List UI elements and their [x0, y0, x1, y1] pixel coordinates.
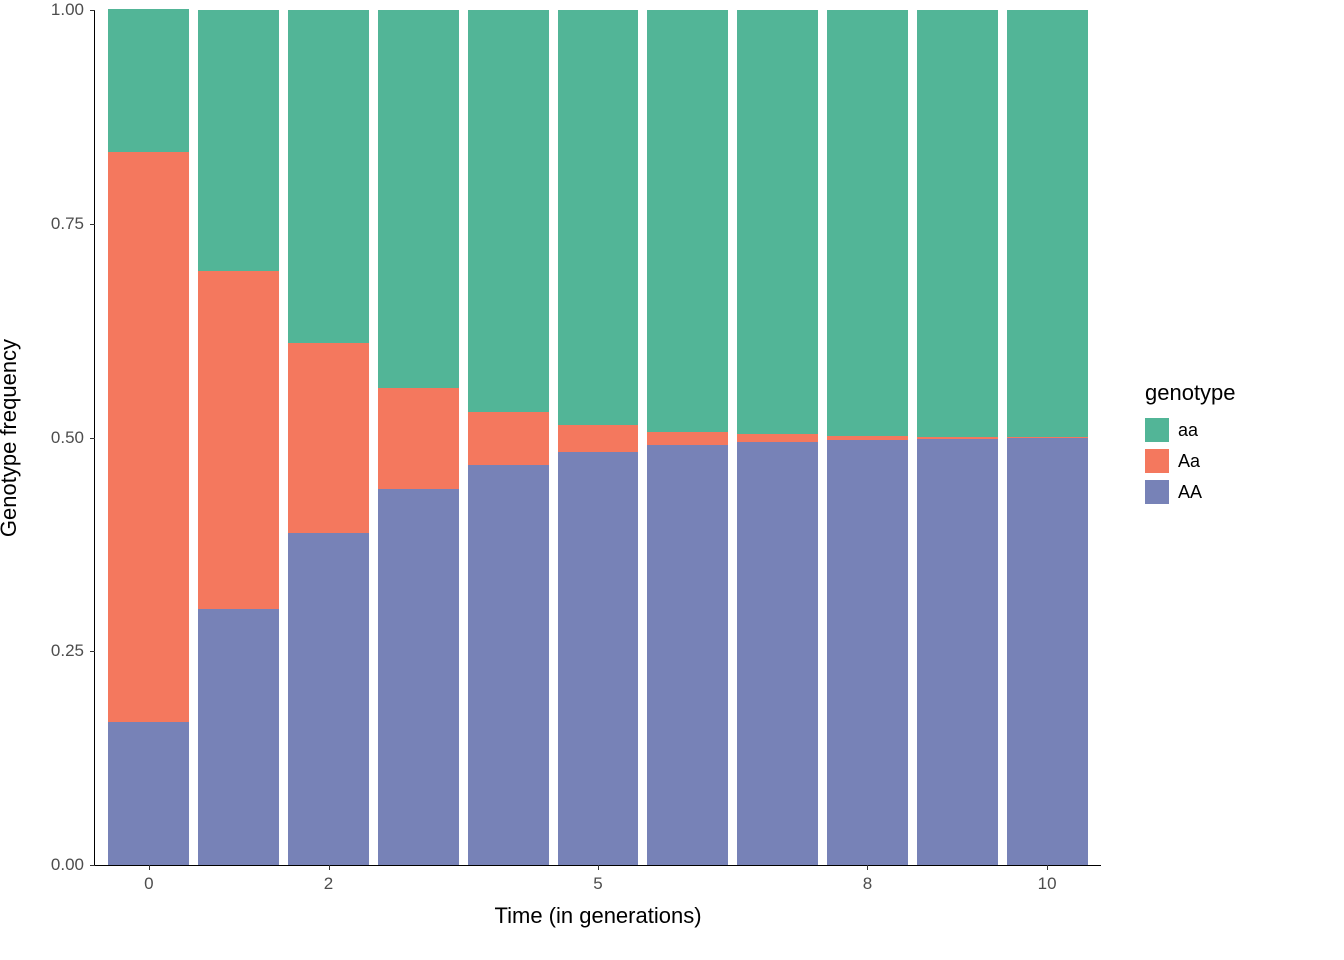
bar-segment-Aa — [198, 271, 279, 609]
x-tick-mark — [149, 865, 150, 870]
bar-segment-AA — [198, 609, 279, 866]
bar-group — [827, 10, 908, 865]
bar-segment-Aa — [647, 432, 728, 446]
bar-segment-AA — [737, 442, 818, 865]
bar-group — [647, 10, 728, 865]
legend-title: genotype — [1145, 380, 1236, 406]
bar-segment-Aa — [378, 388, 459, 489]
y-tick-label: 0.50 — [38, 428, 84, 448]
bar-segment-aa — [468, 10, 549, 412]
y-tick-label: 0.00 — [38, 855, 84, 875]
bar-segment-aa — [827, 10, 908, 436]
bar-segment-aa — [737, 10, 818, 434]
chart-container: 0.00 0.25 0.50 0.75 1.00 0 2 5 8 10 Genotype fre… — [0, 0, 1344, 960]
y-tick-label: 0.25 — [38, 641, 84, 661]
bar-segment-AA — [288, 533, 369, 865]
legend-swatch-AA — [1145, 480, 1169, 504]
bar-segment-Aa — [1007, 437, 1088, 439]
legend-items: aa Aa AA — [1145, 418, 1236, 504]
y-tick-mark — [90, 865, 95, 866]
x-tick-label: 8 — [863, 874, 872, 894]
x-tick-label: 5 — [593, 874, 602, 894]
bar-segment-aa — [917, 10, 998, 437]
bar-segment-aa — [108, 9, 189, 152]
bar-segment-AA — [108, 722, 189, 865]
bar-group — [737, 10, 818, 865]
legend-item-aa: aa — [1145, 418, 1236, 442]
x-tick-label: 0 — [144, 874, 153, 894]
legend-item-AA: AA — [1145, 480, 1236, 504]
bar-segment-Aa — [558, 425, 639, 452]
legend-swatch-aa — [1145, 418, 1169, 442]
y-tick-mark — [90, 651, 95, 652]
x-tick-label: 2 — [324, 874, 333, 894]
bar-segment-AA — [468, 465, 549, 865]
y-axis-title: Genotype frequency — [0, 338, 22, 536]
bar-segment-aa — [198, 10, 279, 271]
bar-segment-AA — [647, 445, 728, 865]
x-axis-title: Time (in generations) — [494, 903, 701, 929]
legend-label: AA — [1178, 482, 1202, 503]
bar-segment-aa — [647, 10, 728, 432]
bar-segment-aa — [378, 10, 459, 388]
bar-group — [108, 10, 189, 865]
legend-item-Aa: Aa — [1145, 449, 1236, 473]
bar-segment-aa — [1007, 10, 1088, 437]
bar-segment-Aa — [288, 343, 369, 533]
bar-group — [468, 10, 549, 865]
bar-segment-AA — [917, 439, 998, 865]
bar-group — [378, 10, 459, 865]
bar-segment-Aa — [917, 437, 998, 440]
legend-label: Aa — [1178, 451, 1200, 472]
x-tick-mark — [598, 865, 599, 870]
bar-group — [558, 10, 639, 865]
bar-segment-aa — [288, 10, 369, 343]
bar-segment-Aa — [108, 152, 189, 722]
bar-segment-Aa — [468, 412, 549, 465]
legend: genotype aa Aa AA — [1145, 380, 1236, 511]
y-tick-mark — [90, 10, 95, 11]
bar-segment-aa — [558, 10, 639, 425]
legend-label: aa — [1178, 420, 1198, 441]
bar-segment-AA — [378, 489, 459, 865]
bar-segment-Aa — [737, 434, 818, 442]
bar-group — [198, 10, 279, 865]
bar-segment-AA — [827, 440, 908, 865]
y-tick-mark — [90, 438, 95, 439]
bar-group — [917, 10, 998, 865]
y-tick-mark — [90, 224, 95, 225]
bar-segment-AA — [1007, 438, 1088, 865]
legend-swatch-Aa — [1145, 449, 1169, 473]
x-tick-label: 10 — [1038, 874, 1057, 894]
x-tick-mark — [867, 865, 868, 870]
x-tick-mark — [329, 865, 330, 870]
y-tick-label: 1.00 — [38, 0, 84, 20]
x-tick-mark — [1047, 865, 1048, 870]
bar-segment-AA — [558, 452, 639, 865]
bar-group — [1007, 10, 1088, 865]
bar-segment-Aa — [827, 436, 908, 440]
y-tick-label: 0.75 — [38, 214, 84, 234]
bar-group — [288, 10, 369, 865]
